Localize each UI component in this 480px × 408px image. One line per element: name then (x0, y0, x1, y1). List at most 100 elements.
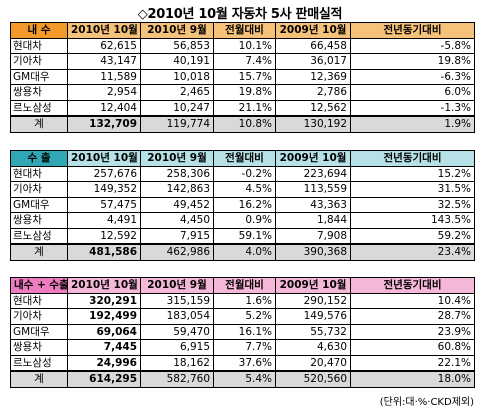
oct2009-value: 223,694 (275, 165, 351, 182)
oct2010-value: 320,291 (67, 292, 141, 309)
col-header: 전월대비 (213, 22, 276, 39)
export-sales-table: 수 출 2010년 10월 2010년 9월 전월대비 2009년 10월 전년… (10, 150, 475, 261)
maker-name: 현대차 (10, 292, 68, 309)
sep2010-value: 40,191 (140, 53, 214, 70)
yoy-value: -1.3% (350, 99, 475, 117)
oct2009-value: 20,470 (275, 354, 351, 372)
combined-sales-table: 내수 + 수출 2010년 10월 2010년 9월 전월대비 2009년 10… (10, 277, 475, 388)
oct2010-value: 57,475 (67, 196, 141, 213)
oct2010-total: 614,295 (67, 370, 141, 388)
col-header: 전년동기대비 (350, 277, 475, 294)
table-row: 현대차 257,676 258,306 -0.2% 223,694 15.2% (10, 165, 475, 182)
yoy-value: 59.2% (350, 227, 475, 245)
oct2009-value: 55,732 (275, 323, 351, 340)
col-header: 2010년 9월 (140, 150, 214, 167)
total-label: 계 (10, 243, 68, 261)
table-row: 기아차 43,147 40,191 7.4% 36,017 19.8% (10, 53, 475, 70)
table-row: 쌍용차 7,445 6,915 7.7% 4,630 60.8% (10, 339, 475, 356)
sep2010-value: 49,452 (140, 196, 214, 213)
col-header: 2010년 10월 (67, 277, 141, 294)
section-label: 수 출 (10, 150, 68, 167)
oct2009-value: 7,908 (275, 227, 351, 245)
mom-total: 5.4% (213, 370, 276, 388)
oct2010-value: 2,954 (67, 84, 141, 101)
col-header: 전월대비 (213, 150, 276, 167)
col-header: 2009년 10월 (275, 150, 351, 167)
sep2010-value: 10,247 (140, 99, 214, 117)
table-row: 르노삼성 24,996 18,162 37.6% 20,470 22.1% (10, 354, 475, 372)
sep2010-value: 315,159 (140, 292, 214, 309)
domestic-sales-table: 내 수 2010년 10월 2010년 9월 전월대비 2009년 10월 전년… (10, 22, 475, 133)
sep2010-total: 462,986 (140, 243, 214, 261)
maker-name: 기아차 (10, 308, 68, 325)
mom-value: 16.2% (213, 196, 276, 213)
mom-value: 1.6% (213, 292, 276, 309)
oct2009-value: 36,017 (275, 53, 351, 70)
sep2010-value: 142,863 (140, 181, 214, 198)
yoy-total: 18.0% (350, 370, 475, 388)
mom-value: 5.2% (213, 308, 276, 325)
mom-value: 15.7% (213, 68, 276, 85)
oct2009-value: 4,630 (275, 339, 351, 356)
yoy-total: 23.4% (350, 243, 475, 261)
yoy-value: 22.1% (350, 354, 475, 372)
table-row: 기아차 149,352 142,863 4.5% 113,559 31.5% (10, 181, 475, 198)
oct2010-value: 4,491 (67, 212, 141, 229)
unit-note: (단위:대·%·CKD제외) (379, 397, 474, 408)
yoy-value: 6.0% (350, 84, 475, 101)
maker-name: 르노삼성 (10, 99, 68, 117)
oct2010-value: 69,064 (67, 323, 141, 340)
table-header-row: 내수 + 수출 2010년 10월 2010년 9월 전월대비 2009년 10… (10, 277, 475, 294)
mom-value: 10.1% (213, 37, 276, 54)
table-row: 르노삼성 12,592 7,915 59.1% 7,908 59.2% (10, 227, 475, 245)
sep2010-value: 2,465 (140, 84, 214, 101)
col-header: 전월대비 (213, 277, 276, 294)
table-row: 르노삼성 12,404 10,247 21.1% 12,562 -1.3% (10, 99, 475, 117)
yoy-value: 10.4% (350, 292, 475, 309)
maker-name: 기아차 (10, 53, 68, 70)
oct2010-value: 62,615 (67, 37, 141, 54)
table-row: GM대우 11,589 10,018 15.7% 12,369 -6.3% (10, 68, 475, 85)
sep2010-total: 119,774 (140, 115, 214, 133)
section-label: 내 수 (10, 22, 68, 39)
oct2009-value: 113,559 (275, 181, 351, 198)
oct2009-value: 149,576 (275, 308, 351, 325)
yoy-value: 143.5% (350, 212, 475, 229)
yoy-value: 28.7% (350, 308, 475, 325)
sep2010-total: 582,760 (140, 370, 214, 388)
mom-total: 4.0% (213, 243, 276, 261)
col-header: 전년동기대비 (350, 150, 475, 167)
oct2010-value: 11,589 (67, 68, 141, 85)
sep2010-value: 18,162 (140, 354, 214, 372)
table-row: 현대차 62,615 56,853 10.1% 66,458 -5.8% (10, 37, 475, 54)
oct2010-value: 149,352 (67, 181, 141, 198)
mom-value: 7.7% (213, 339, 276, 356)
page-title: ◇2010년 10월 자동차 5사 판매실적 (137, 7, 343, 22)
maker-name: GM대우 (10, 68, 68, 85)
table-row: 쌍용차 2,954 2,465 19.8% 2,786 6.0% (10, 84, 475, 101)
yoy-value: 23.9% (350, 323, 475, 340)
maker-name: 현대차 (10, 37, 68, 54)
sep2010-value: 7,915 (140, 227, 214, 245)
col-header: 2009년 10월 (275, 277, 351, 294)
mom-value: 59.1% (213, 227, 276, 245)
sep2010-value: 183,054 (140, 308, 214, 325)
sep2010-value: 6,915 (140, 339, 214, 356)
total-row: 계 614,295 582,760 5.4% 520,560 18.0% (10, 370, 475, 388)
col-header: 2010년 10월 (67, 150, 141, 167)
col-header: 2009년 10월 (275, 22, 351, 39)
table-row: GM대우 57,475 49,452 16.2% 43,363 32.5% (10, 196, 475, 213)
yoy-value: 31.5% (350, 181, 475, 198)
maker-name: 현대차 (10, 165, 68, 182)
sep2010-value: 4,450 (140, 212, 214, 229)
section-label: 내수 + 수출 (10, 277, 68, 294)
oct2010-value: 24,996 (67, 354, 141, 372)
total-row: 계 481,586 462,986 4.0% 390,368 23.4% (10, 243, 475, 261)
table-header-row: 내 수 2010년 10월 2010년 9월 전월대비 2009년 10월 전년… (10, 22, 475, 39)
oct2009-total: 390,368 (275, 243, 351, 261)
col-header: 전년동기대비 (350, 22, 475, 39)
col-header: 2010년 10월 (67, 22, 141, 39)
total-label: 계 (10, 370, 68, 388)
oct2009-value: 290,152 (275, 292, 351, 309)
col-header: 2010년 9월 (140, 22, 214, 39)
